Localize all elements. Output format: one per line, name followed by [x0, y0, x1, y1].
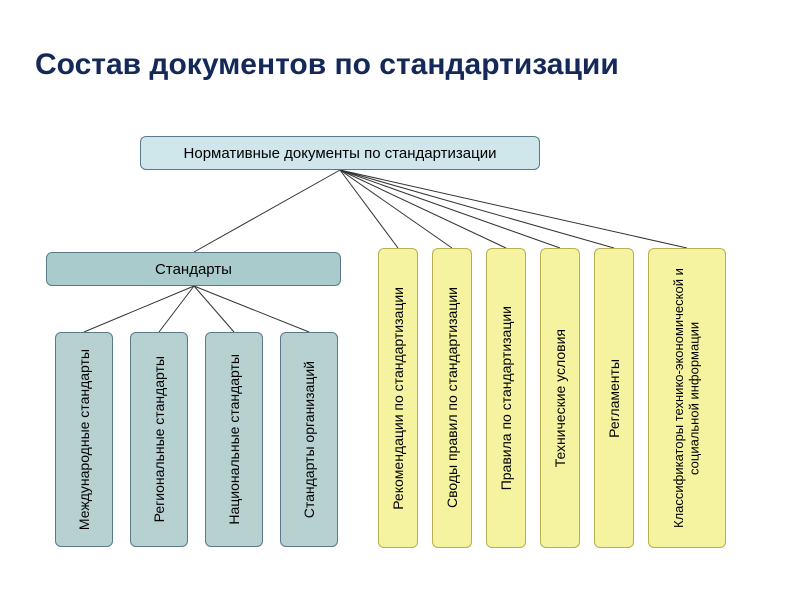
- node-national: Национальные стандарты: [205, 332, 263, 547]
- node-standards-label: Стандарты: [155, 261, 232, 278]
- node-class-label: Классификаторы технико-экономической и с…: [671, 249, 702, 547]
- node-tech-label: Технические условия: [552, 329, 569, 467]
- node-root-label: Нормативные документы по стандартизации: [184, 145, 497, 162]
- node-standards: Стандарты: [46, 252, 341, 286]
- node-intl-label: Международные стандарты: [76, 349, 93, 530]
- node-codes-label: Своды правил по стандартизации: [444, 287, 461, 508]
- node-regional-label: Региональные стандарты: [151, 356, 168, 522]
- page-title: Состав документов по стандартизации: [35, 48, 619, 82]
- node-recom: Рекомендации по стандартизации: [378, 248, 418, 548]
- node-org-label: Стандарты организаций: [301, 361, 318, 518]
- node-root: Нормативные документы по стандартизации: [140, 136, 540, 170]
- node-class: Классификаторы технико-экономической и с…: [648, 248, 726, 548]
- node-intl: Международные стандарты: [55, 332, 113, 547]
- node-codes: Своды правил по стандартизации: [432, 248, 472, 548]
- node-regl: Регламенты: [594, 248, 634, 548]
- node-org: Стандарты организаций: [280, 332, 338, 547]
- node-rules: Правила по стандартизации: [486, 248, 526, 548]
- node-national-label: Национальные стандарты: [226, 354, 243, 525]
- node-tech: Технические условия: [540, 248, 580, 548]
- node-regional: Региональные стандарты: [130, 332, 188, 547]
- node-rules-label: Правила по стандартизации: [498, 306, 515, 490]
- node-recom-label: Рекомендации по стандартизации: [390, 287, 407, 510]
- node-regl-label: Регламенты: [606, 359, 623, 438]
